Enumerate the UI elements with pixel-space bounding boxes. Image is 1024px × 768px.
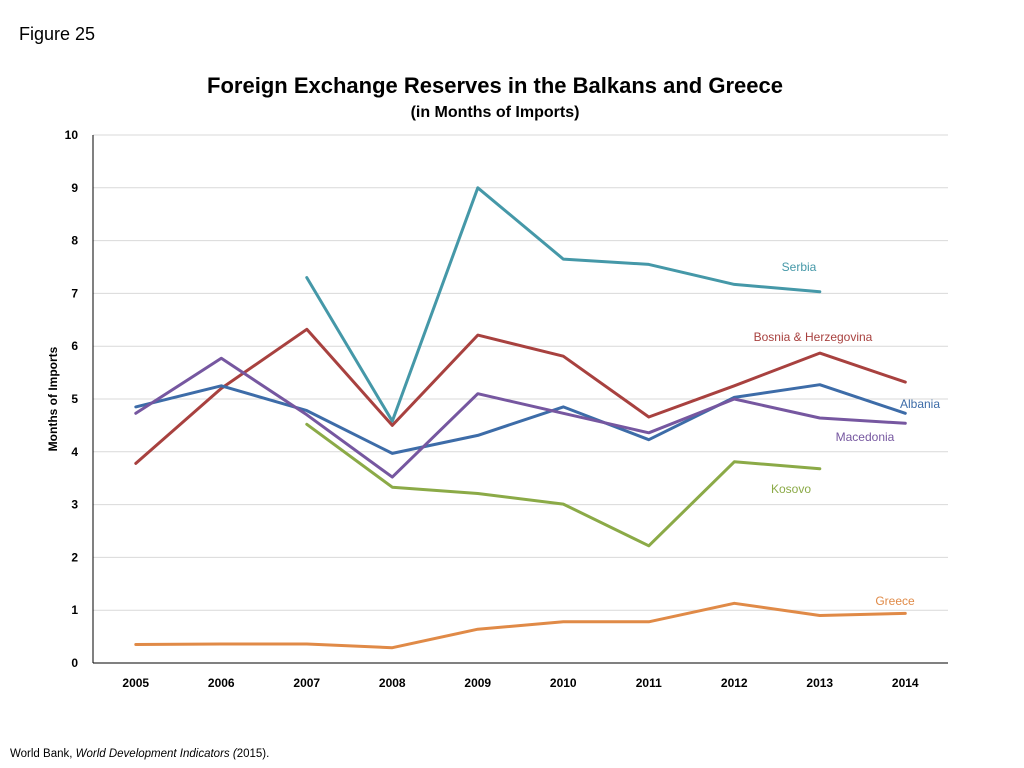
series-line-albania — [134, 383, 907, 455]
x-tick-label: 2005 — [122, 676, 149, 690]
x-tick-label: 2014 — [892, 676, 919, 690]
gridlines — [93, 134, 948, 611]
chart-title: Foreign Exchange Reserves in the Balkans… — [207, 73, 783, 98]
series-line-serbia — [305, 186, 822, 423]
series-label-bosnia-herzegovina: Bosnia & Herzegovina — [754, 330, 873, 344]
y-tick-label: 2 — [71, 550, 78, 564]
y-tick-label: 5 — [71, 392, 78, 406]
x-tick-label: 2011 — [636, 676, 662, 690]
source-note: World Bank, World Development Indicators… — [10, 748, 269, 760]
y-tick-label: 10 — [65, 128, 79, 142]
y-tick-label: 7 — [71, 286, 78, 300]
y-tick-label: 0 — [71, 656, 78, 670]
source-prefix: World Bank, — [10, 748, 76, 760]
y-tick-label: 3 — [71, 498, 78, 512]
x-tick-label: 2010 — [550, 676, 577, 690]
x-tick-label: 2006 — [208, 676, 235, 690]
x-tick-label: 2009 — [464, 676, 491, 690]
figure-label: Figure 25 — [19, 24, 96, 44]
series-label-kosovo: Kosovo — [771, 482, 811, 496]
series-label-albania: Albania — [900, 397, 940, 411]
y-tick-label: 9 — [71, 181, 78, 195]
source-suffix: 2015). — [236, 748, 270, 760]
chart-subtitle: (in Months of Imports) — [410, 104, 580, 121]
series-line-macedonia — [134, 356, 907, 479]
x-tick-label: 2012 — [721, 676, 748, 690]
series-line-bosnia-herzegovina — [134, 327, 907, 465]
axes: 0 1 2 3 4 5 6 7 8 9 10 2005 2006 2007 2008 2009 2010 2011… — [65, 128, 948, 690]
series-label-macedonia: Macedonia — [836, 430, 895, 444]
series-label-serbia: Serbia — [782, 260, 817, 274]
x-tick-label: 2007 — [293, 676, 320, 690]
y-tick-label: 8 — [71, 234, 78, 248]
series-line-kosovo — [305, 422, 822, 548]
source-title: World Development Indicators ( — [75, 748, 237, 760]
y-tick-label: 1 — [71, 603, 78, 617]
series-line-greece — [134, 601, 907, 650]
x-tick-label: 2013 — [806, 676, 833, 690]
y-tick-label: 4 — [71, 445, 78, 459]
x-tick-label: 2008 — [379, 676, 406, 690]
series-label-greece: Greece — [875, 594, 915, 608]
series-lines — [134, 186, 907, 650]
y-tick-label: 6 — [71, 339, 78, 353]
series-labels: Serbia Bosnia & Herzegovina Albania Macedon… — [754, 260, 941, 608]
y-axis-label: Months of Imports — [46, 346, 60, 451]
